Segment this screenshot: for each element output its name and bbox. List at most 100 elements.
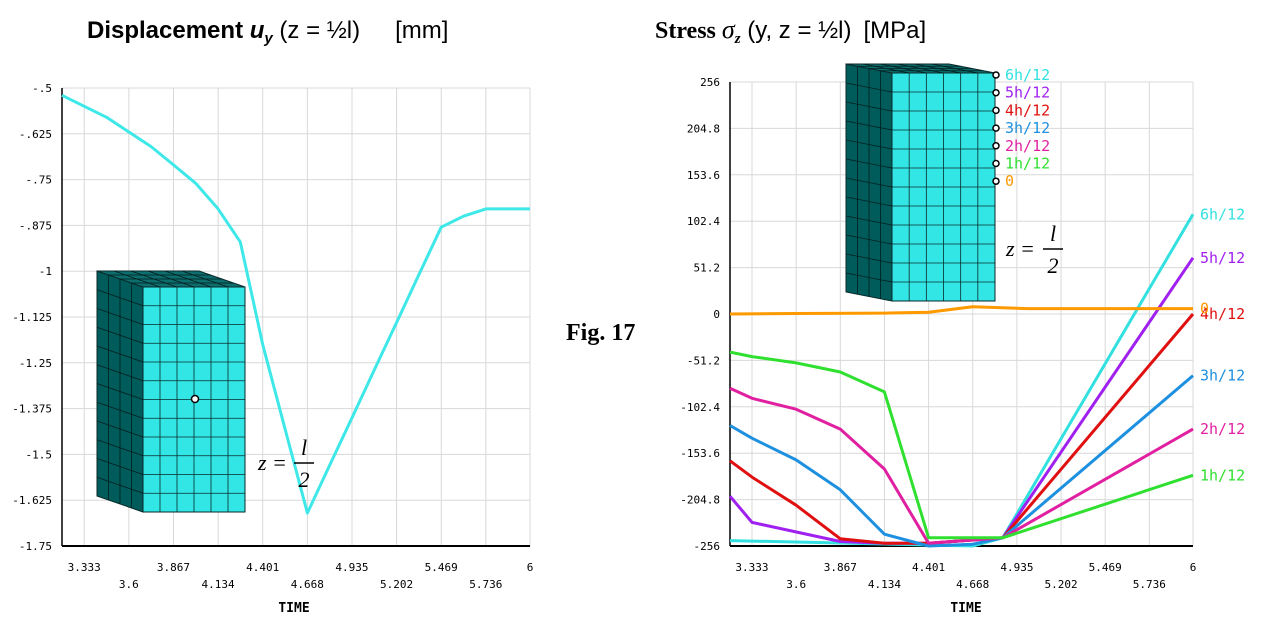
series-line-0: [729, 305, 1193, 316]
mesh-line: [863, 63, 910, 74]
x-tick-label: 4.401: [912, 561, 945, 574]
probe-point-marker: [992, 159, 1000, 168]
series-label: 0: [1200, 300, 1209, 318]
y-tick-label: -1: [39, 265, 52, 278]
mesh-line: [845, 120, 893, 131]
left-eq-numerator: l: [301, 435, 307, 460]
mesh-line: [96, 476, 144, 494]
y-tick-label: 256: [700, 76, 720, 89]
y-tick-label: 0: [713, 308, 720, 321]
mesh-line: [113, 270, 161, 288]
y-tick-label: 204.8: [687, 122, 720, 135]
x-tick-label: 3.6: [786, 578, 806, 591]
probe-point-marker: [992, 142, 1000, 150]
left-z-equation: z = l 2: [257, 435, 314, 492]
series-line-2h-12: [729, 386, 1194, 545]
series-line-0: [61, 93, 530, 515]
y-tick-label: -.875: [19, 219, 52, 232]
mesh-line: [96, 308, 144, 325]
inset-label: 3h/12: [1005, 119, 1050, 137]
mesh-line: [164, 270, 212, 288]
right-x-axis-title: TIME: [950, 601, 981, 616]
mesh-line: [845, 196, 893, 207]
mesh-line: [845, 82, 893, 93]
mesh-line: [897, 63, 944, 74]
right-y-tick-labels: 256 204.8 153.6 102.4 51.2 0 -51.2 -102.4 -153.6…: [680, 76, 720, 553]
mesh-line: [181, 270, 229, 288]
mesh-line: [845, 177, 893, 188]
x-tick-label: 4.134: [868, 578, 901, 591]
x-tick-label: 3.333: [68, 561, 101, 574]
x-tick-label: 5.202: [1044, 578, 1077, 591]
y-tick-label: 51.2: [694, 262, 721, 275]
x-tick-label: 5.469: [1089, 561, 1122, 574]
y-tick-label: -1.5: [26, 448, 53, 461]
x-tick-label: 5.469: [425, 561, 458, 574]
series-line-4h-12: [729, 313, 1195, 545]
y-tick-label: -1.25: [19, 357, 52, 370]
left-chart-title: Displacement uy (z = ½l) [mm]: [87, 17, 448, 47]
y-tick-label: -51.2: [687, 354, 720, 367]
mesh-line: [147, 270, 195, 288]
right-series-labels: 6h/12 5h/12 4h/12 3h/12 2h/12 1h/12 0: [1200, 205, 1245, 484]
x-tick-label: 6: [1190, 561, 1197, 574]
x-tick-label: 4.134: [202, 578, 235, 591]
mesh-line: [845, 101, 893, 112]
right-series: [728, 213, 1195, 548]
y-tick-label: -153.6: [680, 447, 720, 460]
x-tick-label: 5.202: [380, 578, 413, 591]
right-z-equation: z = l 2: [1005, 221, 1063, 278]
probe-point-marker: [992, 71, 1000, 79]
mesh-line: [96, 439, 144, 457]
y-tick-label: -1.625: [12, 494, 52, 507]
mesh-line: [130, 270, 178, 288]
y-tick-label: 153.6: [687, 169, 720, 182]
inset-label: 1h/12: [1005, 155, 1050, 173]
mesh-line: [845, 234, 893, 245]
left-eq-denominator: 2: [299, 467, 310, 492]
inset-label: 0: [1005, 172, 1014, 190]
inset-label: 4h/12: [1005, 101, 1050, 119]
series-line-3h-12: [729, 374, 1194, 548]
inset-label: 2h/12: [1005, 137, 1050, 155]
probe-point-marker: [992, 88, 1000, 97]
right-chart-title: Stress σz (y, z = ½l) [MPa]: [655, 15, 926, 47]
series-line-1h-12: [729, 350, 1194, 540]
right-mesh-block-illustration: [845, 63, 996, 302]
x-tick-label: 3.867: [824, 561, 857, 574]
mesh-line: [96, 383, 144, 400]
x-tick-label: 4.668: [291, 578, 324, 591]
right-eq-denominator: 2: [1048, 253, 1059, 278]
x-tick-label: 6: [527, 561, 534, 574]
x-tick-label: 5.736: [1133, 578, 1166, 591]
x-tick-label: 3.6: [119, 578, 139, 591]
y-tick-label: -1.75: [19, 540, 52, 553]
stress-chart: 256 204.8 153.6 102.4 51.2 0 -51.2 -102.4 -153.6…: [680, 76, 1245, 616]
probe-point-marker: [992, 106, 1000, 115]
y-tick-label: -1.375: [12, 403, 52, 416]
right-eq-numerator: l: [1050, 221, 1056, 246]
x-tick-label: 3.867: [157, 561, 190, 574]
y-tick-label: -.625: [19, 128, 52, 141]
left-y-tick-labels: -.5 -.625 -.75 -.875 -1 -1.125 -1.25 -1.375 -1.5…: [12, 82, 52, 553]
left-series: [61, 93, 530, 515]
right-x-tick-labels: 3.333 3.867 4.401 4.935 5.469 6 3.6 4.134 4.668 5…: [735, 561, 1196, 591]
x-tick-label: 4.935: [1000, 561, 1033, 574]
mesh-line: [96, 326, 144, 344]
mesh-line: [845, 215, 893, 226]
series-label: 3h/12: [1200, 367, 1245, 385]
series-label: 2h/12: [1200, 420, 1245, 438]
y-tick-label: 102.4: [687, 215, 720, 228]
mesh-line: [96, 289, 144, 307]
mesh-line: [96, 401, 144, 419]
series-label: 4h/12: [1200, 305, 1245, 323]
probe-point-marker: [992, 124, 1000, 132]
mesh-line: [845, 272, 893, 283]
series-label: 5h/12: [1200, 249, 1245, 267]
mesh-line: [96, 458, 144, 475]
inset-label: 6h/12: [1005, 66, 1050, 84]
left-mesh-block-illustration: [96, 270, 246, 513]
mesh-line: [914, 63, 961, 74]
